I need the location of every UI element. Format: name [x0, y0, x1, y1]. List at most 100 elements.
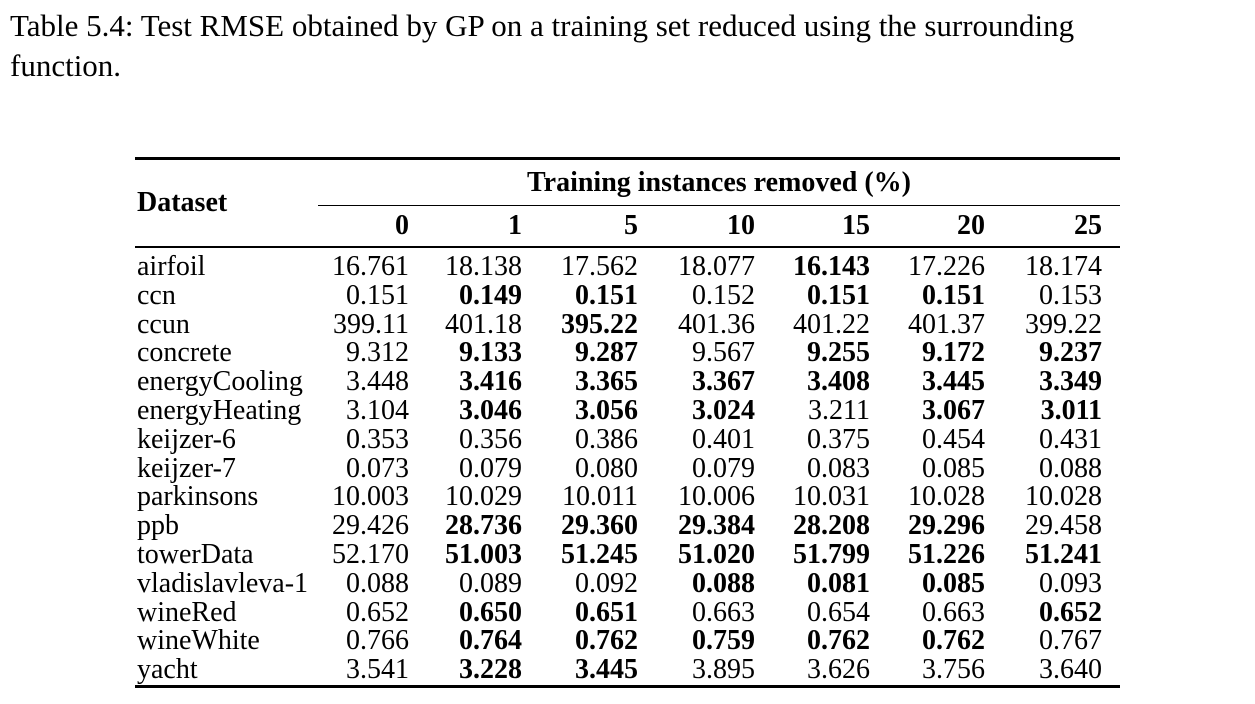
value-cell: 0.093 [1039, 567, 1103, 599]
value-cell: 51.799 [793, 538, 870, 570]
value-cell: 18.174 [1025, 251, 1103, 282]
value-cell: 401.36 [678, 308, 755, 340]
table-row-towerData: towerData 52.170 51.003 51.245 51.020 51.799 5… [135, 538, 1120, 570]
value-cell: 29.360 [561, 510, 638, 542]
value-cell: 3.024 [692, 394, 755, 426]
table-row-keijzer-7: keijzer-7 0.073 0.079 0.080 0.079 0.083 0.085 0… [135, 452, 1120, 484]
value-cell: 0.375 [807, 423, 870, 455]
value-cell: 3.626 [807, 654, 870, 686]
value-cell: 10.028 [1025, 481, 1103, 513]
dataset-name-cell: parkinsons [137, 481, 259, 513]
value-cell: 399.11 [333, 308, 409, 340]
value-cell: 9.312 [346, 337, 409, 369]
value-cell: 0.652 [346, 596, 409, 628]
dataset-name-cell: ppb [137, 510, 179, 542]
value-cell: 10.031 [793, 481, 870, 513]
table-row-ppb: ppb 29.426 28.736 29.360 29.384 28.208 29.296 2… [135, 510, 1120, 542]
value-cell: 0.353 [346, 423, 409, 455]
caption-line-1: Table 5.4: Test RMSE obtained by GP on a… [10, 8, 1075, 43]
column-header-0: 0 [318, 205, 427, 248]
dataset-name-cell: airfoil [137, 251, 206, 282]
value-cell: 16.761 [332, 251, 409, 282]
value-cell: 3.056 [575, 394, 638, 426]
value-cell: 0.762 [575, 625, 638, 657]
value-cell: 0.764 [459, 625, 522, 657]
value-cell: 51.245 [561, 538, 638, 570]
caption-line-2: function. [10, 48, 122, 83]
value-cell: 0.081 [807, 567, 870, 599]
value-cell: 0.151 [922, 279, 985, 311]
value-cell: 52.170 [332, 538, 409, 570]
value-cell: 0.767 [1039, 625, 1103, 657]
value-cell: 51.020 [678, 538, 755, 570]
table-caption: Table 5.4: Test RMSE obtained by GP on a… [10, 6, 1074, 86]
column-header-25: 25 [1003, 205, 1121, 248]
value-cell: 3.640 [1039, 654, 1103, 686]
value-cell: 0.766 [346, 625, 409, 657]
value-cell: 3.104 [346, 394, 409, 426]
value-cell: 0.454 [922, 423, 985, 455]
value-cell: 0.088 [692, 567, 755, 599]
group-header-row: Dataset Training instances removed (%) [135, 158, 1121, 248]
value-cell: 401.22 [793, 308, 870, 340]
value-cell: 18.077 [678, 251, 755, 282]
value-cell: 3.349 [1039, 366, 1103, 398]
value-cell: 0.085 [922, 567, 985, 599]
dataset-column-header: Dataset [135, 158, 318, 248]
value-cell: 9.255 [807, 337, 870, 369]
column-header-row: 0 1 5 10 15 20 25 [135, 205, 1121, 248]
value-cell: 401.37 [908, 308, 985, 340]
dataset-name-cell: keijzer-6 [137, 423, 236, 455]
column-header-15: 15 [773, 205, 888, 248]
value-cell: 0.431 [1039, 423, 1103, 455]
dataset-name-cell: energyCooling [137, 366, 303, 398]
column-header-1: 1 [427, 205, 540, 248]
value-cell: 3.416 [459, 366, 522, 398]
value-cell: 395.22 [561, 308, 638, 340]
dataset-name-cell: wineWhite [137, 625, 260, 657]
results-table: Dataset Training instances removed (%) 0… [135, 157, 1121, 688]
value-cell: 29.458 [1025, 510, 1103, 542]
value-cell: 3.046 [459, 394, 522, 426]
value-cell: 3.365 [575, 366, 638, 398]
column-header-10: 10 [656, 205, 773, 248]
dataset-name-cell: ccun [137, 308, 190, 340]
dataset-name-cell: concrete [137, 337, 232, 369]
value-cell: 28.208 [793, 510, 870, 542]
table-row-ccn: ccn 0.151 0.149 0.151 0.152 0.151 0.151 0.153 [135, 279, 1120, 311]
value-cell: 0.151 [807, 279, 870, 311]
value-cell: 3.445 [575, 654, 638, 686]
value-cell: 0.153 [1039, 279, 1103, 311]
column-header-20: 20 [888, 205, 1003, 248]
table-row-vladislavleva-1: vladislavleva-1 0.088 0.089 0.092 0.088 0.081… [135, 567, 1120, 599]
dataset-name-cell: keijzer-7 [137, 452, 236, 484]
value-cell: 3.228 [459, 654, 522, 686]
value-cell: 0.650 [459, 596, 522, 628]
value-cell: 10.011 [562, 481, 638, 513]
value-cell: 0.089 [459, 567, 522, 599]
value-cell: 0.762 [922, 625, 985, 657]
value-cell: 3.895 [692, 654, 755, 686]
dataset-name-cell: energyHeating [137, 394, 302, 426]
value-cell: 0.080 [575, 452, 638, 484]
value-cell: 0.651 [575, 596, 638, 628]
value-cell: 0.092 [575, 567, 638, 599]
value-cell: 0.663 [922, 596, 985, 628]
table-row-ccun: ccun 399.11 401.18 395.22 401.36 401.22 401.37… [135, 308, 1120, 340]
value-cell: 3.211 [808, 394, 870, 426]
value-cell: 3.445 [922, 366, 985, 398]
value-cell: 0.079 [692, 452, 755, 484]
value-cell: 0.762 [807, 625, 870, 657]
table-row-wineRed: wineRed 0.652 0.650 0.651 0.663 0.654 0.663 0.6… [135, 596, 1120, 628]
value-cell: 29.426 [332, 510, 409, 542]
value-cell: 9.567 [692, 337, 755, 369]
value-cell: 401.18 [445, 308, 522, 340]
value-cell: 0.654 [807, 596, 870, 628]
table-row-keijzer-6: keijzer-6 0.353 0.356 0.386 0.401 0.375 0.454 0… [135, 423, 1120, 455]
value-cell: 3.448 [346, 366, 409, 398]
value-cell: 17.226 [908, 251, 985, 282]
table-row-wineWhite: wineWhite 0.766 0.764 0.762 0.759 0.762 0.762 0… [135, 627, 1120, 656]
value-cell: 3.541 [346, 654, 409, 686]
value-cell: 0.401 [692, 423, 755, 455]
value-cell: 0.151 [346, 279, 409, 311]
